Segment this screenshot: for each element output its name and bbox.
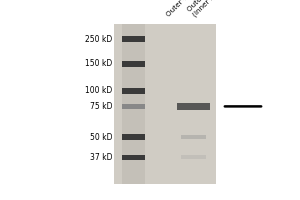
Text: Outer Cortex: Outer Cortex <box>165 0 202 18</box>
Bar <box>114 24 216 184</box>
Text: 150 kD: 150 kD <box>85 60 112 68</box>
Text: 100 kD: 100 kD <box>85 86 112 95</box>
Bar <box>122 104 145 109</box>
Bar <box>122 134 145 140</box>
Text: 75 kD: 75 kD <box>90 102 112 111</box>
Bar <box>177 103 210 110</box>
Bar <box>122 61 145 67</box>
Bar <box>122 154 145 160</box>
Bar <box>122 24 145 184</box>
Text: 250 kD: 250 kD <box>85 34 112 44</box>
Bar <box>181 135 206 139</box>
Bar <box>122 36 145 42</box>
Bar <box>181 155 206 159</box>
Bar <box>122 88 145 94</box>
Text: Outer Medulla
(Inner Stripe): Outer Medulla (Inner Stripe) <box>187 0 233 18</box>
Text: 50 kD: 50 kD <box>90 132 112 142</box>
Text: 37 kD: 37 kD <box>90 152 112 162</box>
